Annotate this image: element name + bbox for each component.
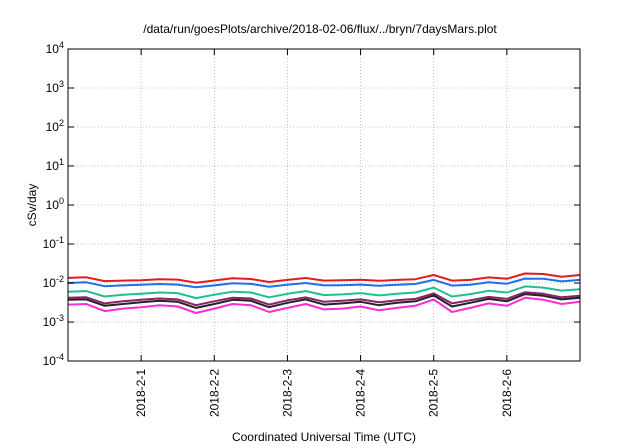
series-line-3 xyxy=(67,285,581,300)
x-axis-label: Coordinated Universal Time (UTC) xyxy=(231,430,417,444)
series-line-1 xyxy=(67,272,581,284)
y-tick-label: 10-3 xyxy=(43,313,64,329)
chart-title: /data/run/goesPlots/archive/2018-02-06/f… xyxy=(143,22,497,36)
series-line-4 xyxy=(67,291,581,307)
series-line-2 xyxy=(67,277,581,289)
y-tick-label: 103 xyxy=(46,79,64,95)
x-tick-label: 2018-2-2 xyxy=(207,369,221,417)
x-tick-label: 2018-2-1 xyxy=(134,369,148,417)
y-tick-label: 10-4 xyxy=(43,352,64,368)
y-tick-label: 104 xyxy=(46,40,64,56)
x-tick-label: 2018-2-6 xyxy=(500,369,514,417)
y-tick-label: 10-2 xyxy=(43,274,64,290)
y-tick-label: 101 xyxy=(46,157,64,173)
x-tick-label: 2018-2-4 xyxy=(354,369,368,417)
x-tick-label: 2018-2-5 xyxy=(427,369,441,417)
series-line-6 xyxy=(67,296,581,314)
series-line-5 xyxy=(67,293,581,309)
y-tick-label: 102 xyxy=(46,118,64,134)
x-tick-label: 2018-2-3 xyxy=(280,369,294,417)
y-tick-label: 10-1 xyxy=(43,235,64,251)
y-tick-label: 100 xyxy=(46,196,64,212)
